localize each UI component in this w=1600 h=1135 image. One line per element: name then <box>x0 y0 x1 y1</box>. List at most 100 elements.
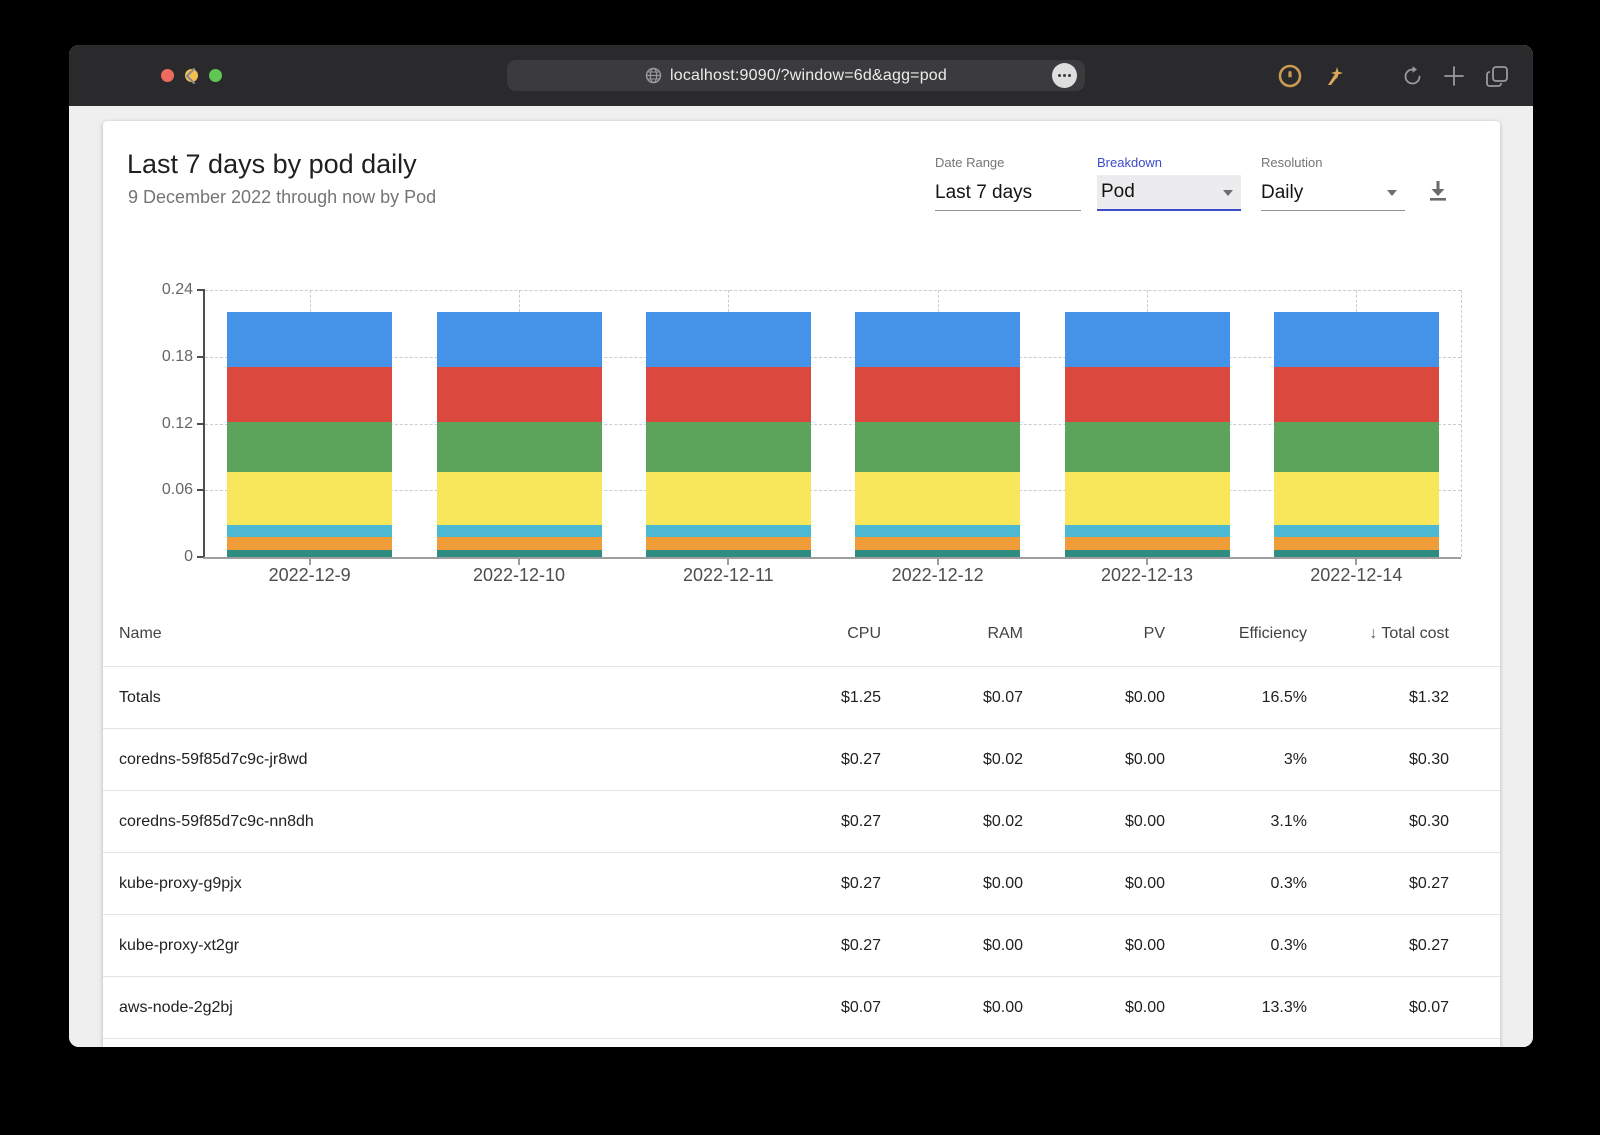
bar-segment-segment-teal-2022-12-13[interactable] <box>1064 550 1230 557</box>
close-button[interactable] <box>161 69 174 82</box>
bar-segment-segment-orange-2022-12-10[interactable] <box>436 536 602 551</box>
bar-segment-segment-teal-2022-12-14[interactable] <box>1273 550 1439 557</box>
bar-segment-segment-yellow-2022-12-12[interactable] <box>855 472 1021 525</box>
bar-segment-segment-green-2022-12-13[interactable] <box>1064 422 1230 473</box>
bar-segment-segment-red-2022-12-14[interactable] <box>1273 366 1439 423</box>
bar-segment-segment-green-2022-12-10[interactable] <box>436 422 602 473</box>
bar-segment-segment-red-2022-12-12[interactable] <box>855 366 1021 423</box>
bar-segment-segment-yellow-2022-12-13[interactable] <box>1064 472 1230 525</box>
bar-segment-segment-orange-2022-12-14[interactable] <box>1273 536 1439 551</box>
column-header-name[interactable]: Name <box>119 624 162 642</box>
bar-segment-segment-orange-2022-12-9[interactable] <box>227 536 393 551</box>
chevron-down-icon <box>1387 190 1397 196</box>
column-header-pv[interactable]: PV <box>1143 624 1165 642</box>
bar-segment-segment-teal-2022-12-12[interactable] <box>855 550 1021 557</box>
show-tabs-button[interactable] <box>1484 63 1510 89</box>
x-axis-tick <box>727 559 730 565</box>
bar-segment-segment-teal-2022-12-11[interactable] <box>645 550 811 557</box>
column-header-ram[interactable]: RAM <box>987 624 1023 642</box>
bar-segment-segment-cyan-2022-12-14[interactable] <box>1273 524 1439 537</box>
bar-segment-segment-orange-2022-12-12[interactable] <box>855 536 1021 551</box>
bar-segment-segment-yellow-2022-12-14[interactable] <box>1273 472 1439 525</box>
cell-efficiency: 16.5% <box>1261 688 1307 706</box>
onepassword-extension-button[interactable] <box>1277 63 1303 89</box>
bar-segment-segment-cyan-2022-12-10[interactable] <box>436 524 602 537</box>
allocation-table: Name CPU RAM PV Efficiency ↓ Total cost Totals $… <box>103 601 1500 1039</box>
address-bar[interactable]: localhost:9090/?window=6d&agg=pod <box>507 60 1085 91</box>
bar-segment-segment-yellow-2022-12-9[interactable] <box>227 472 393 525</box>
column-header-cpu[interactable]: CPU <box>847 624 881 642</box>
bar-segment-segment-blue-2022-12-9[interactable] <box>227 312 393 367</box>
cell-total: $1.32 <box>1408 688 1449 706</box>
x-axis-tick <box>936 559 939 565</box>
y-gridline <box>205 423 1461 425</box>
bar-segment-segment-blue-2022-12-14[interactable] <box>1273 312 1439 367</box>
download-icon <box>1430 181 1446 201</box>
cell-pv: $0.00 <box>1124 812 1165 830</box>
zoom-button[interactable] <box>209 69 222 82</box>
bar-segment-segment-teal-2022-12-10[interactable] <box>436 550 602 557</box>
bar-segment-segment-orange-2022-12-13[interactable] <box>1064 536 1230 551</box>
table-row-kube-proxy-xt2gr[interactable]: kube-proxy-xt2gr $0.27 $0.00 $0.00 0.3% $0.27 <box>103 915 1500 977</box>
y-gridline <box>205 290 1461 291</box>
new-tab-button[interactable] <box>1441 63 1467 89</box>
bar-segment-segment-green-2022-12-12[interactable] <box>855 422 1021 473</box>
x-axis-tick-label: 2022-12-10 <box>472 565 566 585</box>
resolution-select[interactable]: Daily <box>1261 175 1405 211</box>
reload-button[interactable] <box>1399 63 1425 89</box>
x-axis-tick-label: 2022-12-12 <box>891 565 984 585</box>
bar-segment-segment-orange-2022-12-11[interactable] <box>645 536 811 551</box>
x-axis-tick-label: 2022-12-14 <box>1310 565 1403 585</box>
x-axis-tick <box>1355 559 1358 565</box>
date-range-field[interactable]: Last 7 days <box>935 175 1081 211</box>
y-axis-tick <box>197 289 205 291</box>
table-row-totals[interactable]: Totals $1.25 $0.07 $0.00 16.5% $1.32 <box>103 667 1500 729</box>
bar-segment-segment-yellow-2022-12-10[interactable] <box>436 472 602 525</box>
plus-icon <box>1444 66 1464 86</box>
bar-segment-segment-red-2022-12-9[interactable] <box>227 366 393 423</box>
cell-total: $0.30 <box>1408 750 1449 768</box>
bar-segment-segment-cyan-2022-12-11[interactable] <box>645 524 811 537</box>
page-title: Last 7 days by pod daily <box>127 149 417 179</box>
page-menu-button[interactable] <box>1052 63 1077 88</box>
bar-segment-segment-blue-2022-12-11[interactable] <box>645 312 811 367</box>
cell-name: kube-proxy-g9pjx <box>119 874 242 892</box>
bar-segment-segment-red-2022-12-11[interactable] <box>645 366 811 423</box>
page-background: Last 7 days by pod daily 9 December 2022… <box>69 106 1533 1047</box>
cell-total: $0.30 <box>1408 812 1449 830</box>
back-button[interactable] <box>180 65 202 87</box>
bar-segment-segment-cyan-2022-12-13[interactable] <box>1064 524 1230 537</box>
bar-segment-segment-cyan-2022-12-9[interactable] <box>227 524 393 537</box>
bar-segment-segment-blue-2022-12-10[interactable] <box>436 312 602 367</box>
table-row-coredns-59f85d7c9c-nn8dh[interactable]: coredns-59f85d7c9c-nn8dh $0.27 $0.02 $0.00 3… <box>103 791 1500 853</box>
bar-segment-segment-blue-2022-12-12[interactable] <box>855 312 1021 367</box>
bar-segment-segment-red-2022-12-10[interactable] <box>436 366 602 423</box>
bar-segment-segment-teal-2022-12-9[interactable] <box>227 550 393 557</box>
cell-pv: $0.00 <box>1124 688 1165 706</box>
cell-pv: $0.00 <box>1124 936 1165 954</box>
bar-segment-segment-green-2022-12-11[interactable] <box>645 422 811 473</box>
cell-cpu: $1.25 <box>840 688 881 706</box>
bar-segment-segment-red-2022-12-13[interactable] <box>1064 366 1230 423</box>
extension-wand-button[interactable] <box>1321 63 1347 89</box>
bar-segment-segment-green-2022-12-9[interactable] <box>227 422 393 473</box>
bar-segment-segment-blue-2022-12-13[interactable] <box>1064 312 1230 367</box>
column-header-total-cost[interactable]: ↓ Total cost <box>1369 624 1449 642</box>
x-axis-tick-label: 2022-12-11 <box>682 565 774 585</box>
cell-efficiency: 3.1% <box>1270 812 1307 830</box>
table-row-kube-proxy-g9pjx[interactable]: kube-proxy-g9pjx $0.27 $0.00 $0.00 0.3% $0.27 <box>103 853 1500 915</box>
chevron-down-icon <box>1223 190 1233 196</box>
bar-segment-segment-cyan-2022-12-12[interactable] <box>855 524 1021 537</box>
y-gridline <box>205 356 1461 358</box>
breakdown-select[interactable]: Pod <box>1097 175 1241 211</box>
resolution-control: Resolution Daily <box>1261 155 1405 211</box>
column-header-efficiency[interactable]: Efficiency <box>1238 624 1307 642</box>
table-row-coredns-59f85d7c9c-jr8wd[interactable]: coredns-59f85d7c9c-jr8wd $0.27 $0.02 $0.00 3… <box>103 729 1500 791</box>
cell-ram: $0.02 <box>982 812 1023 830</box>
download-button[interactable] <box>1425 177 1451 203</box>
bar-segment-segment-green-2022-12-14[interactable] <box>1273 422 1439 473</box>
cell-ram: $0.00 <box>982 936 1023 954</box>
bar-segment-segment-yellow-2022-12-11[interactable] <box>645 472 811 525</box>
table-row-aws-node-2g2bj[interactable]: aws-node-2g2bj $0.07 $0.00 $0.00 13.3% $0.07 <box>103 977 1500 1039</box>
y-gridline <box>205 490 1461 492</box>
